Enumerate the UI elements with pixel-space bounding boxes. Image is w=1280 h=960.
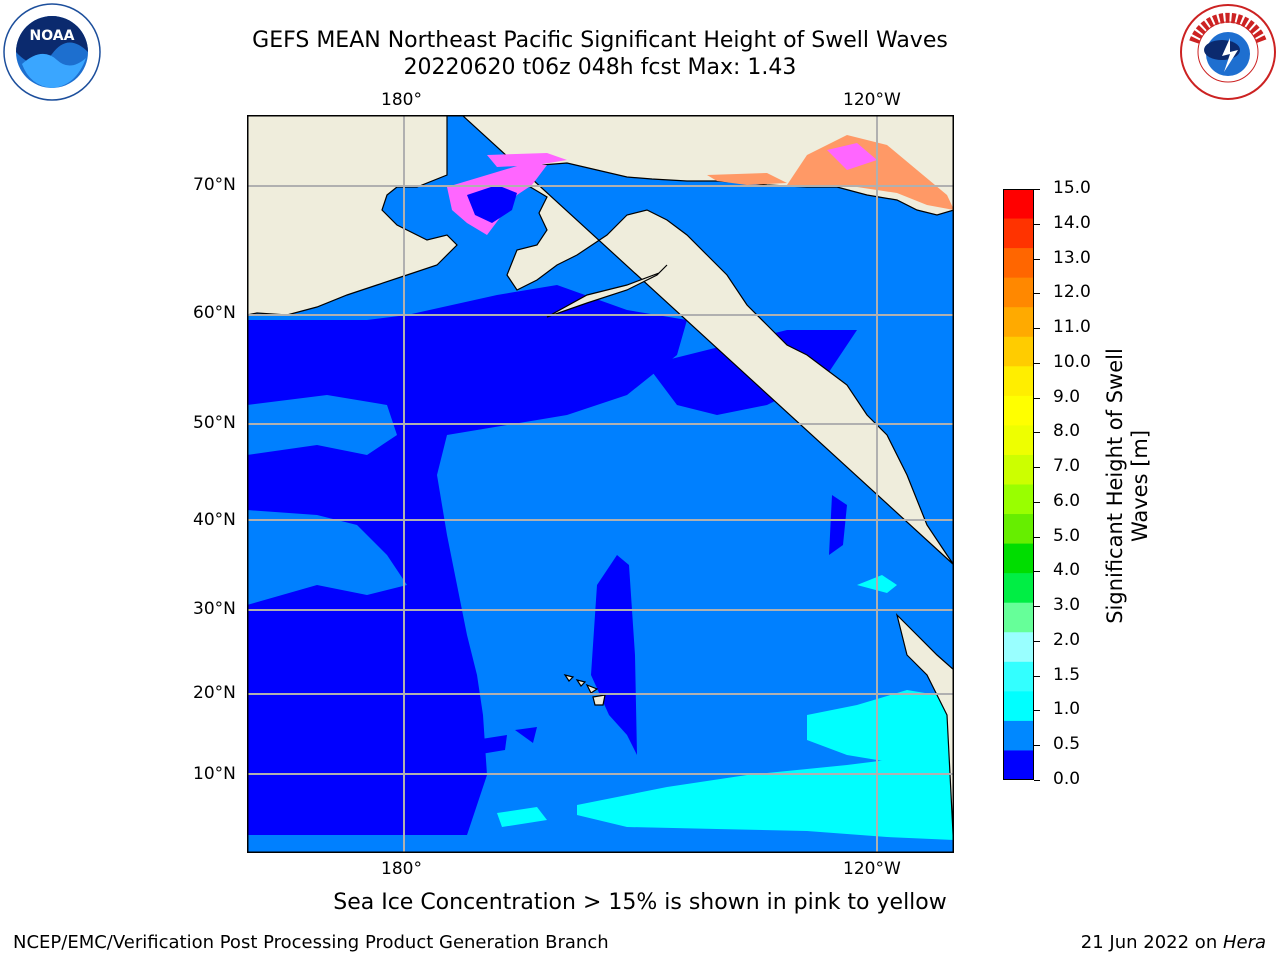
colorbar-tick-label: 2.0 — [1053, 629, 1081, 650]
colorbar-tick-mark — [1034, 432, 1040, 434]
colorbar-tick-label: 13.0 — [1053, 247, 1091, 268]
lat-label-40n: 40°N — [193, 510, 236, 530]
colorbar-swatch — [1003, 454, 1034, 485]
colorbar-label: Significant Height of Swell Waves [m] — [1098, 300, 1158, 672]
lat-label-10n: 10°N — [193, 764, 236, 784]
colorbar-tick-label: 10.0 — [1053, 351, 1091, 372]
lon-label-top-120w: 120°W — [843, 90, 901, 110]
colorbar-tick-label: 5.0 — [1053, 525, 1081, 546]
colorbar-swatch — [1003, 248, 1034, 279]
credit-text: NCEP/EMC/Verification Post Processing Pr… — [13, 932, 609, 953]
title-line1: GEFS MEAN Northeast Pacific Significant … — [252, 28, 948, 53]
colorbar-tick-label: 0.0 — [1053, 769, 1081, 789]
colorbar-swatches — [1003, 189, 1034, 781]
lon-label-bottom-180: 180° — [381, 859, 422, 879]
colorbar-tick-mark — [1034, 189, 1040, 190]
colorbar-swatch — [1003, 425, 1034, 456]
colorbar-tick-label: 6.0 — [1053, 490, 1081, 511]
sea-ice-note: Sea Ice Concentration > 15% is shown in … — [333, 890, 947, 915]
colorbar-tick-mark — [1034, 606, 1040, 608]
colorbar-tick-label: 7.0 — [1053, 456, 1081, 477]
colorbar-tick-mark — [1034, 362, 1040, 364]
colorbar-tick-mark — [1034, 571, 1040, 573]
colorbar-tick-label: 1.5 — [1053, 664, 1081, 685]
colorbar-swatch — [1003, 336, 1034, 367]
colorbar-swatch — [1003, 277, 1034, 308]
colorbar-swatch — [1003, 573, 1034, 604]
colorbar-tick-mark — [1034, 467, 1040, 469]
colorbar-tick-mark — [1034, 710, 1040, 712]
date-value: 21 Jun 2022 on — [1080, 932, 1223, 953]
colorbar-tick-label: 9.0 — [1053, 386, 1081, 407]
colorbar — [1003, 189, 1034, 781]
swell-high-region — [497, 575, 954, 840]
colorbar-swatch — [1003, 543, 1034, 574]
lat-label-70n: 70°N — [193, 175, 236, 195]
colorbar-swatch — [1003, 691, 1034, 722]
colorbar-tick-mark — [1034, 501, 1040, 503]
lat-label-30n: 30°N — [193, 599, 236, 619]
colorbar-label-line2: Waves [m] — [1128, 429, 1152, 543]
colorbar-tick-mark — [1034, 328, 1040, 330]
lon-label-top-180: 180° — [381, 90, 422, 110]
colorbar-tick-label: 11.0 — [1053, 317, 1091, 338]
colorbar-swatch — [1003, 602, 1034, 633]
colorbar-tick-label: 3.0 — [1053, 595, 1081, 616]
colorbar-tick-mark — [1034, 780, 1040, 781]
colorbar-swatch — [1003, 750, 1034, 781]
map-frame — [247, 115, 954, 853]
lat-label-20n: 20°N — [193, 683, 236, 703]
nws-logo — [1178, 2, 1278, 102]
date-text: 21 Jun 2022 on Hera — [1081, 932, 1266, 953]
colorbar-swatch — [1003, 395, 1034, 426]
colorbar-tick-mark — [1034, 675, 1040, 677]
colorbar-tick-mark — [1034, 397, 1040, 399]
title-line2: 20220620 t06z 048h fcst Max: 1.43 — [403, 55, 797, 80]
colorbar-swatch — [1003, 484, 1034, 515]
lon-label-bottom-120w: 120°W — [843, 859, 901, 879]
colorbar-swatch — [1003, 632, 1034, 663]
colorbar-tick-mark — [1034, 536, 1040, 538]
colorbar-swatch — [1003, 189, 1034, 220]
colorbar-tick-label: 0.5 — [1053, 734, 1081, 755]
colorbar-tick-label: 4.0 — [1053, 560, 1081, 581]
map-canvas — [246, 114, 955, 854]
colorbar-tick-mark — [1034, 745, 1040, 747]
colorbar-tick-label: 1.0 — [1053, 699, 1081, 720]
colorbar-frame — [1003, 189, 1034, 780]
swell-mid-band-2 — [247, 510, 407, 605]
graticule — [247, 115, 954, 853]
lat-label-50n: 50°N — [193, 413, 236, 433]
colorbar-tick-label: 15.0 — [1053, 178, 1091, 198]
sea-ice — [447, 135, 954, 235]
colorbar-tick-label: 14.0 — [1053, 212, 1091, 233]
colorbar-tick-mark — [1034, 258, 1040, 260]
colorbar-swatch — [1003, 514, 1034, 545]
map-panel — [246, 114, 955, 854]
colorbar-tick-label: 12.0 — [1053, 282, 1091, 303]
colorbar-swatch — [1003, 366, 1034, 397]
colorbar-tick-label: 8.0 — [1053, 421, 1081, 442]
colorbar-swatch — [1003, 218, 1034, 249]
colorbar-tick-mark — [1034, 223, 1040, 225]
svg-text:NOAA: NOAA — [30, 28, 75, 44]
lat-label-60n: 60°N — [193, 303, 236, 323]
machine-name: Hera — [1222, 932, 1266, 953]
noaa-logo: NOAA — [2, 2, 102, 102]
colorbar-swatch — [1003, 661, 1034, 692]
colorbar-swatch — [1003, 720, 1034, 751]
colorbar-label-line1: Significant Height of Swell — [1103, 348, 1127, 624]
colorbar-tick-mark — [1034, 640, 1040, 642]
colorbar-swatch — [1003, 307, 1034, 338]
colorbar-tick-mark — [1034, 293, 1040, 295]
